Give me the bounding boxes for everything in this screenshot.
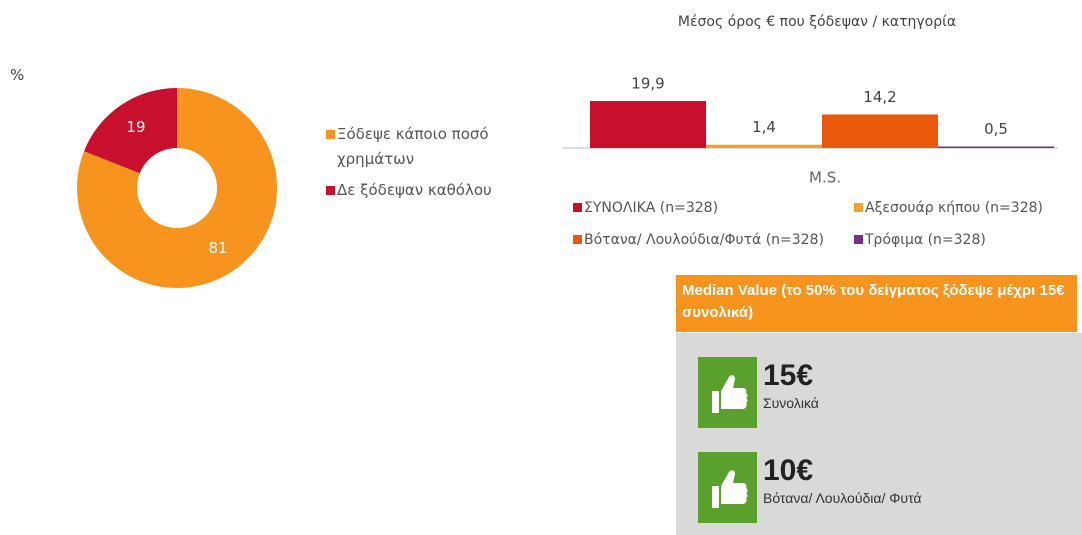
legend-label: ΣΥΝΟΛΙΚΑ (n=328) xyxy=(584,200,718,216)
donut-slice xyxy=(84,88,177,174)
data-label: 1,4 xyxy=(752,118,776,136)
unit-label: % xyxy=(10,66,25,84)
legend-swatch xyxy=(854,203,863,212)
legend-label: Αξεσουάρ κήπου (n=328) xyxy=(865,200,1043,216)
donut-chart: 81 19 xyxy=(77,88,278,288)
bar xyxy=(590,101,706,148)
thumb xyxy=(712,375,748,413)
legend-label: Τρόφιμα (n=328) xyxy=(864,232,986,248)
legend-label: Ξόδεψε κάποιο ποσό χρημάτων xyxy=(337,125,489,168)
legend-swatch xyxy=(326,130,335,139)
x-tick-label: M.S. xyxy=(809,169,841,187)
chart-title: Μέσος όρος € που ξόδεψαν / κατηγορία xyxy=(678,14,956,30)
panel: 15€ Συνολικά 10€ Βότανα/ Λουλούδια/ Φυτά xyxy=(676,333,1082,535)
bar-chart: Μέσος όρος € που ξόδεψαν / κατηγορία 19,… xyxy=(562,14,1058,248)
legend-label: Δε ξόδεψαν καθόλου xyxy=(337,181,492,199)
median-label: Βότανα/ Λουλούδια/ Φυτά xyxy=(763,490,922,506)
data-label: 19,9 xyxy=(631,75,664,93)
median-value: 15€ xyxy=(763,359,814,392)
thumb-icon xyxy=(698,357,757,428)
legend-swatch xyxy=(573,235,582,244)
data-label: 14,2 xyxy=(863,88,896,106)
data-label: 0,5 xyxy=(984,120,1008,138)
median-label: Συνολικά xyxy=(763,395,819,411)
legend-swatch xyxy=(573,203,582,212)
data-label: 81 xyxy=(208,239,227,257)
median-value: 10€ xyxy=(763,454,814,487)
panel-header: Median Value (το 50% του δείγματος ξόδεψ… xyxy=(676,275,1077,332)
bar xyxy=(938,146,1054,148)
thumb xyxy=(712,470,748,508)
bar xyxy=(706,144,822,148)
thumb-icon xyxy=(698,452,757,523)
data-label: 19 xyxy=(126,118,145,136)
legend-swatch xyxy=(326,186,335,195)
legend-swatch xyxy=(854,235,863,244)
bar xyxy=(822,114,938,148)
donut-slice xyxy=(77,88,278,288)
legend-label: Βότανα/ Λουλούδια/Φυτά (n=328) xyxy=(584,232,824,248)
